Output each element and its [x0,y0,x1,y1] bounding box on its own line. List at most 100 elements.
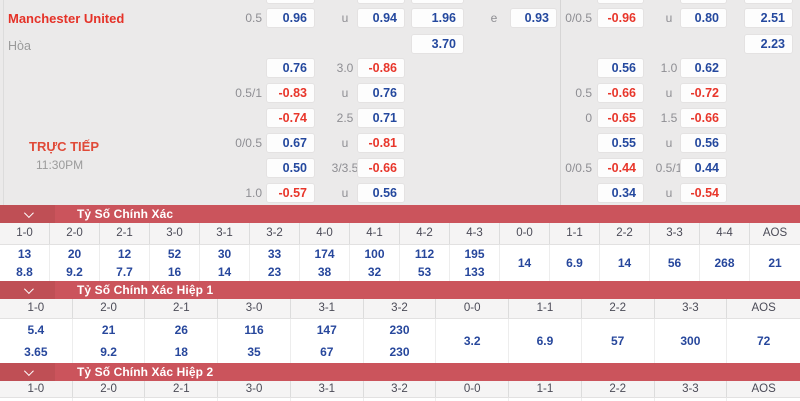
score-odds-value: 72 [756,334,771,348]
score-odds-value: 300 [680,334,701,348]
odds-value-box[interactable]: -0.83 [266,83,315,103]
score-odds-value: 32 [367,265,382,279]
cutoff-odds-box[interactable] [680,0,727,4]
score-odds-cell[interactable]: 268 [700,245,750,281]
collapse-toggle[interactable] [0,205,55,223]
odds-value-box[interactable]: 0.93 [510,8,557,28]
score-odds-cell[interactable]: 112 53 [400,245,450,281]
odds-value: 0.44 [694,161,719,175]
odds-value-box[interactable]: -0.54 [680,183,727,203]
score-odds-cell[interactable]: 13 8.8 [0,245,50,281]
odds-value-box[interactable]: 0.71 [357,108,405,128]
odds-value-box[interactable]: 0.76 [266,58,315,78]
score-odds-cell[interactable]: 14 [500,245,550,281]
score-header-cell: 3-0 [150,223,200,244]
score-odds-value: 230 [389,323,410,337]
odds-value: 0.94 [372,11,397,25]
odds-value-box[interactable]: -0.72 [680,83,727,103]
score-odds-cell[interactable]: 174 38 [300,245,350,281]
collapse-toggle[interactable] [0,281,55,299]
score-header-cell: 1-0 [0,381,73,397]
score-odds-cell[interactable]: 30 14 [200,245,250,281]
odds-value-box[interactable]: 1.96 [411,8,464,28]
score-odds-cell[interactable]: 5.4 3.65 [0,319,73,363]
correct-score-section: Tỷ Số Chính Xác Hiệp 2 1-0 2-0 2-1 3-0 3-1 3-2… [0,363,800,401]
odds-value: -0.74 [278,111,308,125]
score-odds-cell[interactable]: 6.9 [509,319,582,363]
score-odds-cell[interactable]: 147 67 [291,319,364,363]
odds-value-box[interactable]: 0.94 [357,8,405,28]
odds-value-box[interactable]: 0.62 [680,58,727,78]
odds-value-box[interactable]: -0.66 [680,108,727,128]
odds-value-box[interactable]: -0.86 [357,58,405,78]
section-title: Tỷ Số Chính Xác Hiệp 1 [77,283,214,297]
line-label: 1.5 [660,111,678,125]
score-odds-cell[interactable]: 20 9.2 [50,245,100,281]
odds-value-box[interactable]: 0.96 [266,8,315,28]
odds-value: -0.81 [368,136,398,150]
odds-value-box[interactable]: 0.76 [357,83,405,103]
score-odds-cell[interactable]: 12 7.7 [100,245,150,281]
score-odds-cell[interactable]: 33 23 [250,245,300,281]
score-header-cell: 1-1 [509,381,582,397]
score-odds-cell[interactable]: 195 133 [450,245,500,281]
odds-value-box[interactable]: 0.67 [266,133,315,153]
cutoff-odds-box[interactable] [744,0,793,4]
odds-value-box[interactable]: 0.56 [680,133,727,153]
odds-value-box[interactable]: 3.70 [411,34,464,54]
score-odds-value: 33 [267,247,282,261]
odds-value-box[interactable]: 0.55 [597,133,644,153]
score-odds-cell[interactable]: 116 35 [218,319,291,363]
section-banner[interactable]: Tỷ Số Chính Xác [0,205,800,223]
odds-value-box[interactable]: 2.51 [744,8,793,28]
odds-value-box[interactable]: 2.23 [744,34,793,54]
score-odds-cell[interactable]: 21 [750,245,800,281]
handicap-label: 0 [585,111,592,125]
score-odds-cell[interactable]: 6.9 [550,245,600,281]
odds-value-box[interactable]: 0.80 [680,8,727,28]
odds-value-box[interactable]: 0.44 [680,158,727,178]
score-odds-row: 5.4 3.65 21 9.2 26 18 116 35 147 67 230 230 3.2 6.9 57… [0,319,800,363]
odds-value-box[interactable]: -0.44 [597,158,644,178]
score-odds-cell[interactable]: 14 [600,245,650,281]
match-odds-panel: Manchester United Hòa TRỰC TIẾP 11:30PM … [0,0,800,205]
odds-value-box[interactable]: -0.57 [266,183,315,203]
odds-value-box[interactable]: -0.66 [597,83,644,103]
section-banner[interactable]: Tỷ Số Chính Xác Hiệp 1 [0,281,800,299]
odds-value-box[interactable]: -0.81 [357,133,405,153]
odds-value-box[interactable]: -0.66 [357,158,405,178]
section-banner[interactable]: Tỷ Số Chính Xác Hiệp 2 [0,363,800,381]
line-label: 3/3.5 [331,161,359,175]
score-odds-value: 9.2 [100,345,117,359]
cutoff-odds-box[interactable] [597,0,644,4]
score-odds-cell[interactable]: 300 [655,319,728,363]
score-odds-value: 16 [167,265,182,279]
odds-value: 0.93 [524,11,549,25]
cutoff-odds-box[interactable] [357,0,405,4]
odds-value-box[interactable]: -0.74 [266,108,315,128]
score-odds-cell[interactable]: 21 9.2 [73,319,146,363]
score-odds-cell[interactable]: 26 18 [145,319,219,363]
odds-value-box[interactable]: 0.56 [597,58,644,78]
collapse-toggle[interactable] [0,363,55,381]
score-odds-cell[interactable]: 52 16 [150,245,200,281]
cutoff-odds-box[interactable] [266,0,315,4]
line-label: u [665,136,673,150]
score-odds-cell[interactable]: 100 32 [350,245,400,281]
odds-value: 0.56 [372,186,397,200]
odds-value-box[interactable]: -0.65 [597,108,644,128]
odds-value-box[interactable]: -0.96 [597,8,644,28]
score-odds-cell[interactable]: 56 [650,245,700,281]
score-odds-cell[interactable]: 3.2 [436,319,510,363]
score-odds-cell[interactable]: 72 [727,319,800,363]
score-header-cell: 4-3 [450,223,500,244]
score-odds-cell[interactable]: 57 [582,319,655,363]
score-odds-cell[interactable]: 230 230 [364,319,437,363]
odds-value-box[interactable]: 0.50 [266,158,315,178]
handicap-label: 0.5 [245,11,262,25]
odds-value-box[interactable]: 0.34 [597,183,644,203]
handicap-label: 0.5/1 [235,86,262,100]
odds-value-box[interactable]: 0.56 [357,183,405,203]
cutoff-odds-box[interactable] [411,0,464,4]
